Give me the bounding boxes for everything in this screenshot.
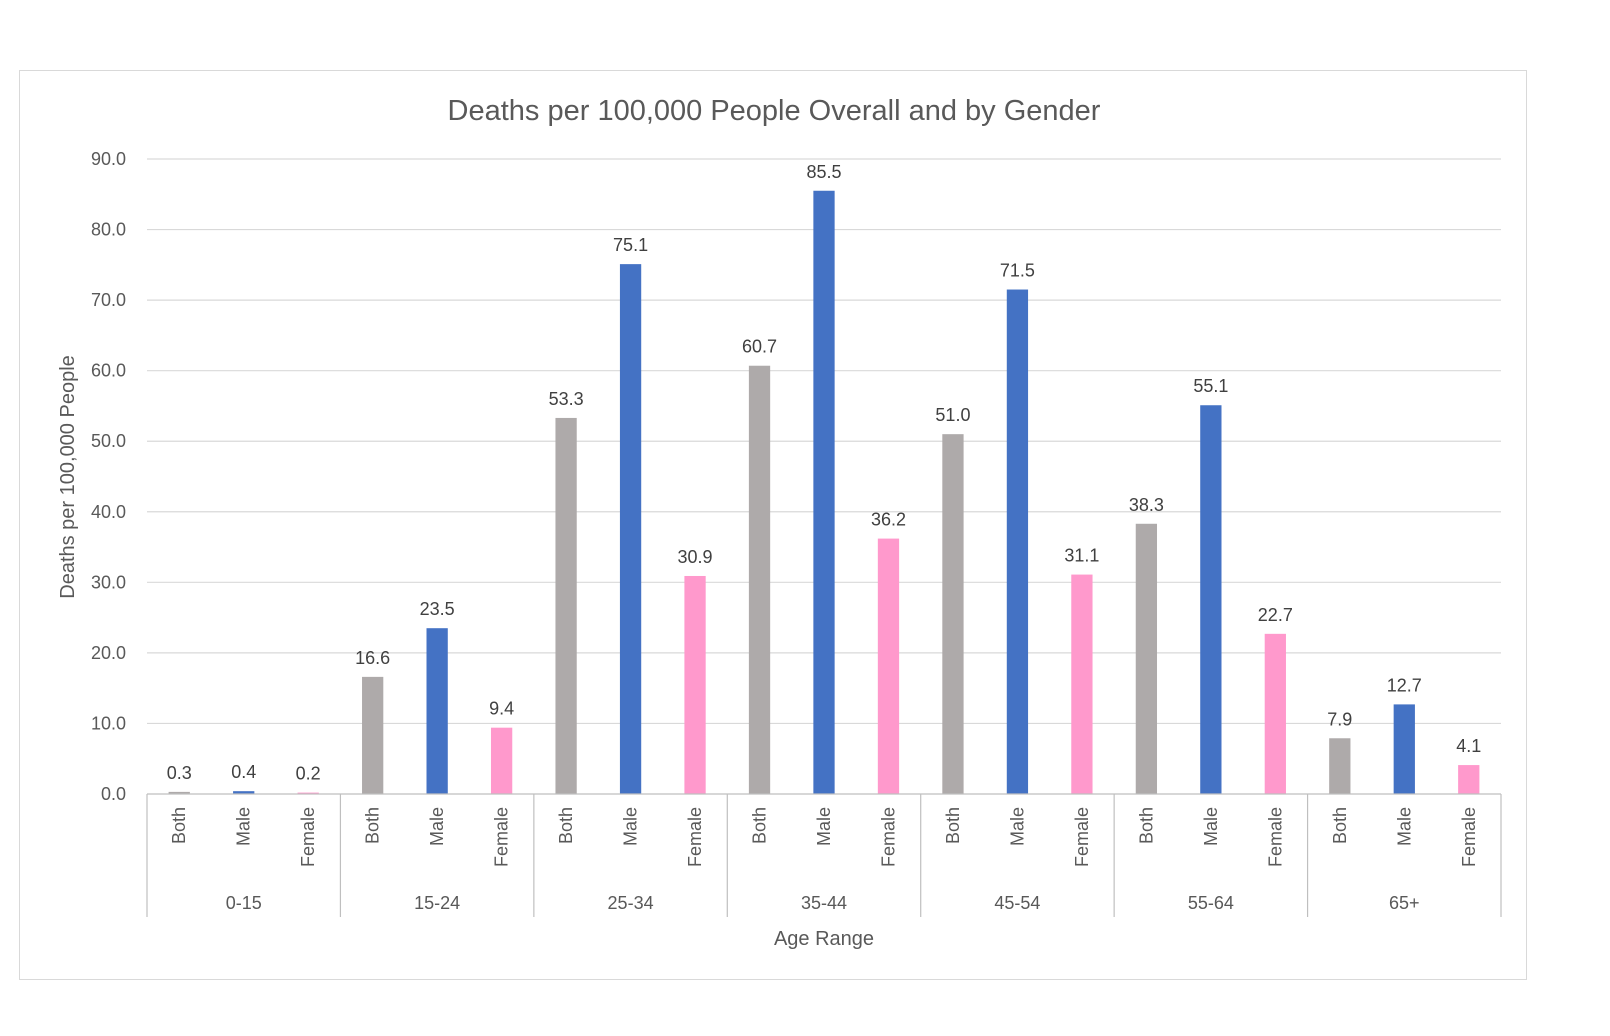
data-label: 60.7 <box>742 337 777 357</box>
bar-both <box>168 791 190 794</box>
x-subcategory-label: Female <box>685 807 705 867</box>
data-label: 71.5 <box>1000 261 1035 281</box>
x-subcategory-label: Both <box>169 807 189 844</box>
bar-female <box>490 727 513 794</box>
bar-both <box>1329 738 1351 794</box>
data-label: 16.6 <box>355 648 390 668</box>
bars: 0.3 0.4 0.2 16.6 23.5 9.4 53.3 75.1 30.9 60.7 85.5… <box>167 162 1481 794</box>
x-subcategory-label: Both <box>1330 807 1350 844</box>
chart-area: Deaths per 100,000 People Overall and by… <box>19 70 1527 980</box>
y-tick-label: 50.0 <box>91 431 126 451</box>
bar-male <box>1006 289 1029 794</box>
bar-female <box>877 538 900 794</box>
y-tick-label: 10.0 <box>91 713 126 733</box>
x-subcategory-label: Female <box>298 807 318 867</box>
data-label: 23.5 <box>420 599 455 619</box>
x-subcategory-label: Both <box>556 807 576 844</box>
x-subcategory-label: Male <box>1007 807 1027 846</box>
bar-male <box>813 190 835 794</box>
data-label: 0.4 <box>231 762 256 782</box>
x-group-label: 45-54 <box>994 893 1040 913</box>
bar-male <box>1393 704 1415 794</box>
y-tick-label: 20.0 <box>91 643 126 663</box>
bar-female <box>1458 765 1480 794</box>
y-tick-label: 30.0 <box>91 572 126 592</box>
x-axis: Both Male Female 0-15 Both Male Female 15-24 Bot… <box>146 793 1502 917</box>
x-subcategory-label: Male <box>427 807 447 846</box>
y-tick-label: 60.0 <box>91 361 126 381</box>
chart-title: Deaths per 100,000 People Overall and by… <box>448 95 1101 127</box>
bar-female <box>684 575 706 794</box>
x-subcategory-label: Male <box>234 807 254 846</box>
bar-male <box>233 791 255 794</box>
y-axis-title: Deaths per 100,000 People <box>57 355 79 599</box>
bar-both <box>748 365 771 794</box>
x-group-label: 35-44 <box>801 893 847 913</box>
data-label: 22.7 <box>1258 605 1293 625</box>
data-label: 75.1 <box>613 235 648 255</box>
y-tick-label: 80.0 <box>91 220 126 240</box>
bar-both <box>555 417 577 794</box>
x-subcategory-label: Both <box>1136 807 1156 844</box>
gridlines: 0.0 10.0 20.0 30.0 40.0 50.0 60.0 70.0 80.0 90.0 <box>91 149 1501 804</box>
bar-both <box>942 434 964 794</box>
bar-chart: Deaths per 100,000 People Overall and by… <box>57 95 1502 950</box>
x-group-label: 65+ <box>1389 893 1420 913</box>
x-subcategory-label: Both <box>750 807 770 844</box>
x-subcategory-label: Female <box>878 807 898 867</box>
y-tick-label: 70.0 <box>91 290 126 310</box>
x-subcategory-label: Male <box>814 807 834 846</box>
x-subcategory-label: Female <box>1459 807 1479 867</box>
data-label: 0.2 <box>296 764 321 784</box>
x-subcategory-label: Female <box>492 807 512 867</box>
data-label: 38.3 <box>1129 495 1164 515</box>
bar-male <box>426 628 448 794</box>
bar-male <box>1200 405 1222 794</box>
data-label: 85.5 <box>806 162 841 182</box>
bar-both <box>1135 523 1158 794</box>
x-group-label: 15-24 <box>414 893 460 913</box>
data-label: 12.7 <box>1387 675 1422 695</box>
data-label: 0.3 <box>167 763 192 783</box>
x-group-label: 25-34 <box>608 893 654 913</box>
y-tick-label: 90.0 <box>91 149 126 169</box>
x-subcategory-label: Female <box>1072 807 1092 867</box>
bar-female <box>1264 633 1286 794</box>
x-axis-title: Age Range <box>774 928 874 950</box>
data-label: 4.1 <box>1456 736 1481 756</box>
x-subcategory-label: Female <box>1265 807 1285 867</box>
x-group-label: 0-15 <box>226 893 262 913</box>
x-subcategory-label: Both <box>943 807 963 844</box>
x-subcategory-label: Male <box>621 807 641 846</box>
data-label: 51.0 <box>935 405 970 425</box>
y-tick-label: 0.0 <box>101 784 126 804</box>
x-subcategory-label: Male <box>1201 807 1221 846</box>
data-label: 53.3 <box>549 389 584 409</box>
bar-female <box>297 792 319 794</box>
data-label: 7.9 <box>1327 709 1352 729</box>
data-label: 36.2 <box>871 510 906 530</box>
data-label: 31.1 <box>1064 546 1099 566</box>
x-subcategory-label: Male <box>1394 807 1414 846</box>
x-group-label: 55-64 <box>1188 893 1234 913</box>
x-subcategory-label: Both <box>363 807 383 844</box>
bar-female <box>1071 574 1093 794</box>
bar-both <box>362 676 384 794</box>
bar-male <box>619 264 642 794</box>
data-label: 9.4 <box>489 699 514 719</box>
data-label: 30.9 <box>678 547 713 567</box>
data-label: 55.1 <box>1193 376 1228 396</box>
y-tick-label: 40.0 <box>91 502 126 522</box>
